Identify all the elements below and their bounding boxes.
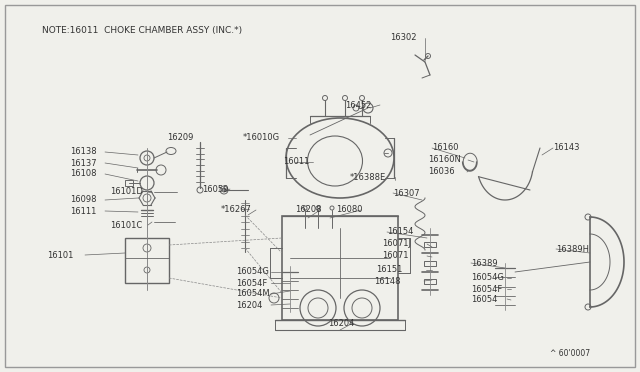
Text: *16267: *16267 xyxy=(221,205,252,215)
Text: 16389: 16389 xyxy=(471,259,498,267)
Bar xyxy=(125,180,133,186)
Text: 16054F: 16054F xyxy=(471,285,502,294)
Text: *16010G: *16010G xyxy=(243,134,280,142)
Text: 16154: 16154 xyxy=(387,228,413,237)
Text: 16148: 16148 xyxy=(374,276,401,285)
Text: 16208: 16208 xyxy=(295,205,321,215)
Circle shape xyxy=(222,188,226,192)
Text: 16054F: 16054F xyxy=(236,279,268,288)
Text: 16101D: 16101D xyxy=(110,187,143,196)
Text: 16302: 16302 xyxy=(390,33,417,42)
Text: 16137: 16137 xyxy=(70,158,97,167)
Text: 16080: 16080 xyxy=(336,205,362,215)
Text: 16160N: 16160N xyxy=(428,155,461,164)
Text: 16059: 16059 xyxy=(202,185,228,193)
Text: 16101C: 16101C xyxy=(110,221,142,230)
Text: 16054: 16054 xyxy=(471,295,497,305)
Text: 16209: 16209 xyxy=(167,134,193,142)
Text: 16054M: 16054M xyxy=(236,289,269,298)
Text: 16098: 16098 xyxy=(70,196,97,205)
Text: 16389H: 16389H xyxy=(556,244,589,253)
Text: 16204: 16204 xyxy=(328,318,355,327)
Bar xyxy=(125,238,169,283)
Text: 16036: 16036 xyxy=(428,167,454,176)
Bar xyxy=(424,279,436,284)
Text: 16071: 16071 xyxy=(382,251,408,260)
Bar xyxy=(282,216,398,320)
Text: 16204: 16204 xyxy=(236,301,262,310)
Text: 16151: 16151 xyxy=(376,266,403,275)
Text: 16452: 16452 xyxy=(345,100,371,109)
Text: 16307: 16307 xyxy=(393,189,420,198)
Text: 16160: 16160 xyxy=(432,144,458,153)
Text: NOTE:16011  CHOKE CHAMBER ASSY (INC.*): NOTE:16011 CHOKE CHAMBER ASSY (INC.*) xyxy=(42,26,242,35)
Text: 16101: 16101 xyxy=(47,250,74,260)
Text: 16054G: 16054G xyxy=(236,267,269,276)
Text: 16071J: 16071J xyxy=(382,240,411,248)
Text: 16143: 16143 xyxy=(553,144,579,153)
Text: 16138: 16138 xyxy=(70,148,97,157)
Bar xyxy=(424,242,436,247)
Bar xyxy=(424,260,436,266)
Text: 16111: 16111 xyxy=(70,206,97,215)
Text: 16108: 16108 xyxy=(70,170,97,179)
Text: ^ 60'0007: ^ 60'0007 xyxy=(550,349,590,358)
Text: 16011: 16011 xyxy=(283,157,309,167)
Text: 16054G: 16054G xyxy=(471,273,504,282)
Text: *16388E: *16388E xyxy=(350,173,387,182)
